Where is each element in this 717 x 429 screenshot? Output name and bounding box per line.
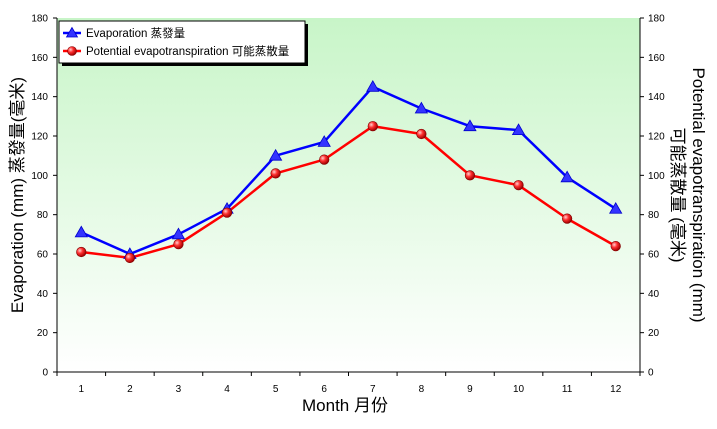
right-y-tick-label: 140 (648, 92, 665, 103)
plot-area (57, 18, 640, 372)
left-y-tick-label: 120 (31, 132, 48, 143)
x-tick-label: 12 (610, 384, 622, 395)
series-line-0 (80, 85, 617, 256)
right-y-tick-label: 100 (648, 171, 665, 182)
left-y-tick-label: 20 (37, 328, 49, 339)
triangle-marker (366, 80, 380, 92)
circle-marker (513, 180, 524, 191)
legend-triangle-icon (65, 26, 79, 38)
x-tick-label: 1 (79, 384, 85, 395)
x-tick-label: 4 (224, 384, 230, 395)
circle-marker (464, 170, 476, 181)
circle-marker (173, 239, 184, 250)
x-tick-label: 9 (467, 384, 473, 395)
series-line-1 (81, 124, 617, 260)
circle-marker (562, 213, 573, 224)
left-y-tick-label: 40 (37, 289, 49, 300)
triangle-marker (268, 148, 283, 161)
triangle-marker (463, 119, 477, 132)
left-y-tick-label: 140 (31, 92, 48, 103)
right-y-tick-label: 60 (648, 250, 660, 261)
right-y-tick-label: 120 (648, 132, 665, 143)
triangle-marker (609, 201, 623, 214)
left-y-ticks: 0 20 40 60 80 100 120 140 160 180 (31, 14, 57, 379)
triangle-marker (414, 101, 429, 114)
left-y-tick-label: 60 (37, 250, 49, 261)
left-y-axis-title: Evaporation (mm) 蒸發量(毫米) (8, 77, 27, 313)
left-y-tick-label: 80 (37, 210, 49, 221)
triangle-marker (560, 170, 574, 183)
right-y-axis-title-line1: Potential evapotranspiration (mm) (689, 67, 708, 322)
series-layer (74, 80, 623, 264)
right-y-ticks: 0 20 40 60 80 100 120 140 160 180 (640, 14, 665, 379)
triangle-marker (511, 123, 526, 136)
right-y-tick-label: 20 (648, 328, 660, 339)
circle-marker (270, 168, 281, 179)
x-axis-title: Month 月份 (302, 396, 388, 415)
legend-label-pet: Potential evapotranspiration 可能蒸散量 (86, 44, 289, 58)
circle-marker (367, 121, 378, 132)
circle-marker (124, 252, 135, 264)
left-y-tick-label: 180 (31, 14, 48, 25)
triangle-marker (171, 227, 186, 240)
circle-marker (221, 207, 233, 218)
x-tick-label: 2 (127, 384, 133, 395)
circle-marker (319, 154, 330, 165)
right-y-tick-label: 40 (648, 289, 660, 300)
legend-circle-icon (67, 46, 77, 56)
legend-label-evaporation: Evaporation 蒸發量 (86, 26, 185, 40)
x-tick-label: 10 (513, 384, 525, 395)
right-y-tick-label: 0 (648, 368, 654, 379)
circle-marker (76, 246, 87, 258)
right-y-tick-label: 80 (648, 210, 660, 221)
x-tick-label: 5 (273, 384, 279, 395)
x-tick-label: 8 (419, 384, 425, 395)
x-tick-label: 7 (370, 384, 376, 395)
legend-box (58, 20, 306, 64)
x-tick-label: 6 (321, 384, 327, 395)
circle-marker (416, 128, 427, 140)
right-y-tick-label: 160 (648, 53, 665, 64)
right-y-tick-label: 180 (648, 14, 665, 25)
right-y-axis-title-line2: 可能蒸散量 (毫米) (668, 127, 687, 262)
circle-marker (610, 241, 621, 252)
x-tick-label: 11 (562, 384, 573, 395)
left-y-tick-label: 0 (42, 368, 48, 379)
legend: Evaporation 蒸發量 Potential evapotranspira… (58, 20, 308, 66)
triangle-marker (317, 135, 331, 147)
left-y-tick-label: 160 (31, 53, 48, 64)
x-tick-label: 3 (176, 384, 182, 395)
left-y-tick-label: 100 (31, 171, 48, 182)
triangle-marker (74, 225, 88, 238)
x-ticks: 1 2 3 4 5 6 7 8 9 10 11 12 (56, 372, 641, 395)
